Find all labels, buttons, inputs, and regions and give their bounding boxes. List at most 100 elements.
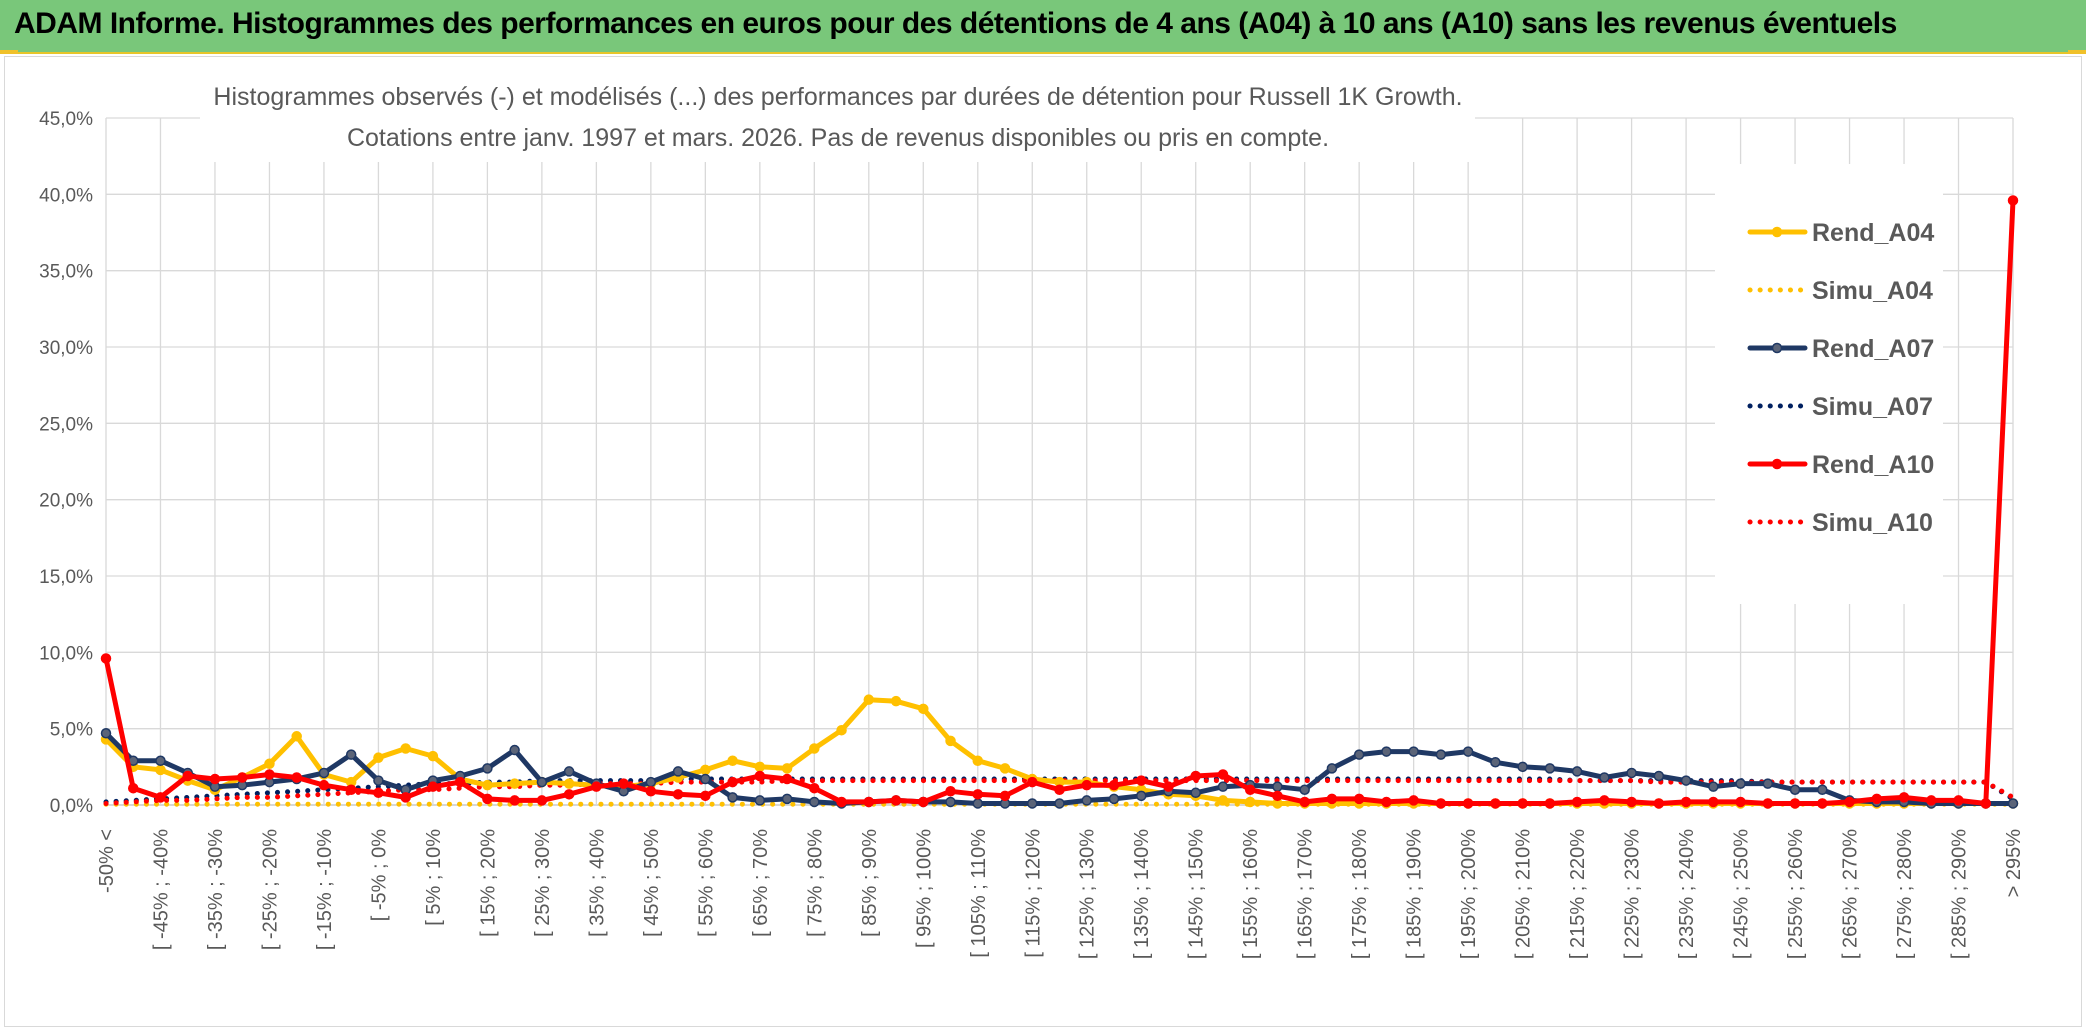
x-tick-label: [ 185% ; 190% bbox=[1404, 829, 1426, 959]
legend-label-Rend_A04: Rend_A04 bbox=[1812, 219, 1934, 247]
series-point-Rend_A04 bbox=[155, 764, 166, 776]
series-point-Rend_A10 bbox=[1190, 770, 1201, 782]
series-point-Rend_A10 bbox=[1844, 796, 1855, 808]
series-point-Rend_A07 bbox=[1599, 772, 1610, 783]
series-point-Rend_A10 bbox=[1054, 784, 1065, 795]
series-point-Rend_A07 bbox=[1054, 798, 1065, 809]
x-tick-label: [ -15% ; -10% bbox=[314, 829, 336, 950]
x-axis-ticks: -50% < [ -45% ; -40% [ -35% ; -30% [ -25% ;… bbox=[96, 829, 2025, 959]
series-point-Rend_A10 bbox=[1299, 796, 1310, 808]
series-point-Rend_A10 bbox=[1353, 793, 1365, 805]
chart-legend: Rend_A04 Simu_A04 Rend_A07 Simu_A07 Rend_A10… bbox=[1715, 164, 1943, 604]
x-tick-label: [ 105% ; 110% bbox=[968, 829, 990, 958]
series-point-Rend_A07 bbox=[1299, 784, 1310, 795]
series-point-Rend_A10 bbox=[482, 793, 493, 805]
series-point-Rend_A07 bbox=[1408, 746, 1419, 757]
series-point-Rend_A10 bbox=[1272, 790, 1283, 802]
series-point-Rend_A07 bbox=[727, 792, 738, 803]
series-point-Rend_A10 bbox=[209, 773, 221, 785]
series-point-Rend_A07 bbox=[1544, 763, 1556, 774]
x-tick-label: [ 215% ; 220% bbox=[1567, 829, 1589, 959]
x-tick-label: [ 125% ; 130% bbox=[1077, 829, 1099, 959]
series-point-Rend_A10 bbox=[345, 784, 357, 795]
legend-label-Simu_A04: Simu_A04 bbox=[1812, 277, 1933, 305]
x-tick-label: [ 265% ; 270% bbox=[1840, 829, 1862, 959]
series-point-Rend_A04 bbox=[999, 763, 1011, 774]
x-tick-label: [ 135% ; 140% bbox=[1131, 829, 1153, 959]
legend-label-Simu_A10: Simu_A10 bbox=[1812, 509, 1933, 537]
x-tick-label: [ 75% ; 80% bbox=[804, 829, 826, 937]
series-point-Rend_A04 bbox=[482, 779, 493, 791]
x-tick-label: [ 235% ; 240% bbox=[1676, 829, 1698, 959]
series-point-Rend_A07 bbox=[781, 793, 793, 805]
series-point-Rend_A04 bbox=[700, 764, 711, 776]
series-point-Rend_A10 bbox=[972, 789, 984, 800]
legend-label-Simu_A07: Simu_A07 bbox=[1812, 393, 1933, 421]
series-point-Rend_A07 bbox=[536, 776, 548, 788]
series-point-Rend_A04 bbox=[836, 724, 847, 736]
series-point-Rend_A07 bbox=[1081, 795, 1092, 806]
series-point-Rend_A07 bbox=[809, 796, 820, 808]
series-point-Rend_A10 bbox=[727, 776, 738, 788]
chart-title-line-1: Histogrammes observés (-) et modélisés (… bbox=[213, 83, 1462, 111]
legend-marker-Rend_A10 bbox=[1771, 458, 1783, 470]
x-tick-label: [ 255% ; 260% bbox=[1785, 829, 1807, 959]
x-tick-label: [ -25% ; -20% bbox=[259, 829, 281, 950]
series-point-Rend_A10 bbox=[781, 773, 793, 785]
series-point-Rend_A10 bbox=[291, 772, 302, 783]
series-point-Rend_A10 bbox=[400, 792, 411, 803]
x-tick-label: [ -5% ; 0% bbox=[368, 829, 390, 921]
series-point-Rend_A04 bbox=[400, 743, 411, 754]
series-point-Rend_A10 bbox=[890, 795, 902, 806]
series-point-Rend_A07 bbox=[1462, 746, 1474, 757]
y-tick-label: 10,0% bbox=[39, 643, 93, 664]
series-point-Rend_A10 bbox=[672, 789, 684, 800]
y-tick-label: 40,0% bbox=[39, 185, 93, 206]
series-point-Rend_A10 bbox=[1789, 798, 1801, 809]
series-point-Rend_A10 bbox=[863, 796, 875, 808]
page-title: ADAM Informe. Histogrammes des performan… bbox=[14, 7, 1897, 40]
histogram-line-chart: 0,0% 5,0% 10,0% 15,0% 20,0% 25,0% 30,0% 35,0% 40… bbox=[39, 59, 2025, 959]
legend-label-Rend_A07: Rend_A07 bbox=[1812, 335, 1934, 363]
series-point-Rend_A10 bbox=[427, 781, 439, 792]
legend-background bbox=[1715, 164, 1943, 604]
series-point-Rend_A10 bbox=[1898, 792, 1910, 803]
series-point-Rend_A07 bbox=[1735, 778, 1746, 789]
series-point-Rend_A07 bbox=[1272, 781, 1283, 792]
series-point-Rend_A10 bbox=[918, 796, 929, 808]
x-tick-label: [ 245% ; 250% bbox=[1731, 829, 1753, 959]
series-point-Rend_A10 bbox=[236, 772, 248, 783]
series-point-Rend_A10 bbox=[836, 796, 847, 808]
series-point-Rend_A07 bbox=[155, 755, 166, 766]
header-accent-right bbox=[2068, 50, 2086, 54]
series-point-Rend_A10 bbox=[1517, 798, 1528, 809]
chart-frame: 0,0% 5,0% 10,0% 15,0% 20,0% 25,0% 30,0% 35,0% 40… bbox=[4, 56, 2082, 1027]
series-point-Rend_A07 bbox=[1027, 798, 1038, 809]
series-point-Rend_A10 bbox=[700, 790, 711, 802]
x-tick-label: [ 165% ; 170% bbox=[1295, 829, 1317, 959]
header-bar: ADAM Informe. Histogrammes des performan… bbox=[0, 0, 2086, 54]
series-point-Rend_A10 bbox=[1027, 776, 1038, 788]
series-point-Rend_A07 bbox=[700, 773, 711, 785]
series-point-Rend_A07 bbox=[1817, 784, 1828, 795]
series-point-Rend_A10 bbox=[563, 789, 575, 800]
legend-marker-Rend_A07 bbox=[1771, 342, 1783, 354]
chart-grid bbox=[105, 117, 2014, 806]
series-point-Rend_A07 bbox=[1353, 749, 1365, 760]
series-point-Rend_A10 bbox=[1163, 781, 1174, 792]
x-tick-label: [ 95% ; 100% bbox=[913, 829, 935, 948]
series-point-Rend_A07 bbox=[645, 776, 657, 788]
series-point-Rend_A10 bbox=[1762, 798, 1774, 809]
series-point-Rend_A10 bbox=[155, 792, 166, 803]
series-point-Rend_A07 bbox=[100, 727, 112, 739]
series-point-Rend_A07 bbox=[1490, 757, 1501, 768]
series-point-Rend_A10 bbox=[536, 795, 548, 806]
series-point-Rend_A04 bbox=[863, 694, 875, 705]
series-point-Rend_A10 bbox=[182, 770, 193, 782]
x-tick-label: [ 175% ; 180% bbox=[1349, 829, 1371, 959]
series-point-Rend_A07 bbox=[1217, 781, 1229, 792]
series-point-Rend_A07 bbox=[563, 766, 575, 777]
series-point-Rend_A10 bbox=[591, 781, 602, 792]
series-point-Rend_A07 bbox=[482, 763, 493, 774]
x-tick-label: [ -45% ; -40% bbox=[150, 829, 172, 950]
